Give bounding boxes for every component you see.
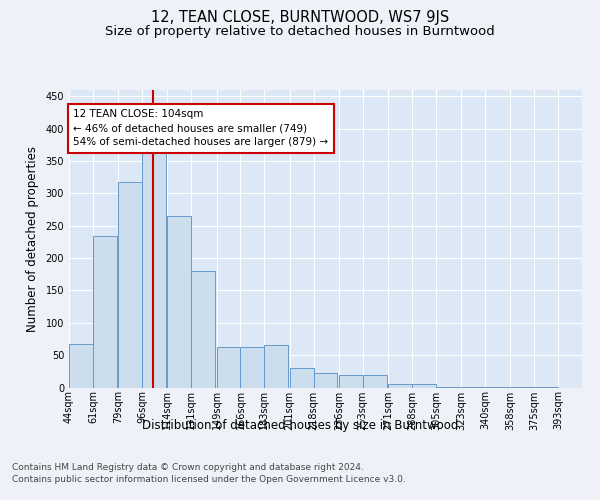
Bar [511, 387, 534, 388]
Bar [69, 344, 93, 388]
Bar [388, 384, 412, 388]
Bar [363, 374, 386, 388]
Bar [485, 387, 509, 388]
Bar [241, 347, 265, 388]
Text: Distribution of detached houses by size in Burntwood: Distribution of detached houses by size … [142, 420, 458, 432]
Y-axis label: Number of detached properties: Number of detached properties [26, 146, 38, 332]
Bar [314, 374, 337, 388]
Bar [142, 148, 166, 388]
Bar [412, 384, 436, 388]
Bar [93, 236, 117, 388]
Text: Contains public sector information licensed under the Open Government Licence v3: Contains public sector information licen… [12, 476, 406, 484]
Bar [461, 387, 485, 388]
Bar [118, 182, 142, 388]
Text: 12, TEAN CLOSE, BURNTWOOD, WS7 9JS: 12, TEAN CLOSE, BURNTWOOD, WS7 9JS [151, 10, 449, 25]
Text: Contains HM Land Registry data © Crown copyright and database right 2024.: Contains HM Land Registry data © Crown c… [12, 463, 364, 472]
Bar [265, 346, 288, 388]
Text: Size of property relative to detached houses in Burntwood: Size of property relative to detached ho… [105, 24, 495, 38]
Bar [290, 368, 314, 388]
Bar [339, 374, 363, 388]
Bar [436, 387, 460, 388]
Bar [191, 271, 215, 388]
Bar [167, 216, 191, 388]
Bar [217, 347, 241, 388]
Bar [534, 387, 558, 388]
Text: 12 TEAN CLOSE: 104sqm
← 46% of detached houses are smaller (749)
54% of semi-det: 12 TEAN CLOSE: 104sqm ← 46% of detached … [73, 110, 328, 148]
